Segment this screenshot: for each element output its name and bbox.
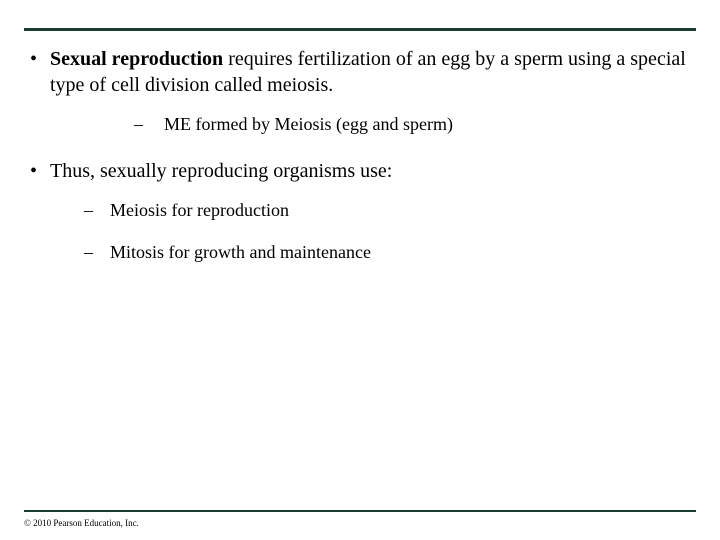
bullet-level2: – Meiosis for reproduction xyxy=(84,198,696,222)
slide-content: • Sexual reproduction requires fertiliza… xyxy=(24,46,696,282)
bullet-level2: – ME formed by Meiosis (egg and sperm) xyxy=(134,112,696,136)
bullet-marker-dash: – xyxy=(84,198,110,222)
bold-lead: Sexual reproduction xyxy=(50,48,223,70)
slide: • Sexual reproduction requires fertiliza… xyxy=(0,0,720,540)
top-horizontal-rule xyxy=(24,28,696,31)
copyright-text: © 2010 Pearson Education, Inc. xyxy=(24,518,139,528)
bullet-marker-dash: – xyxy=(84,240,110,264)
bullet-level1: • Sexual reproduction requires fertiliza… xyxy=(24,46,696,98)
bottom-horizontal-rule xyxy=(24,510,696,512)
bullet-text: Thus, sexually reproducing organisms use… xyxy=(50,158,696,184)
bullet-level1: • Thus, sexually reproducing organisms u… xyxy=(24,158,696,184)
bullet-text: Meiosis for reproduction xyxy=(110,198,696,222)
bullet-level2: – Mitosis for growth and maintenance xyxy=(84,240,696,264)
bullet-text: Mitosis for growth and maintenance xyxy=(110,240,696,264)
bullet-marker-disc: • xyxy=(24,158,50,184)
bullet-text: Sexual reproduction requires fertilizati… xyxy=(50,46,696,98)
bullet-text: ME formed by Meiosis (egg and sperm) xyxy=(164,112,696,136)
bullet-marker-dash: – xyxy=(134,112,164,136)
bullet-marker-disc: • xyxy=(24,46,50,72)
